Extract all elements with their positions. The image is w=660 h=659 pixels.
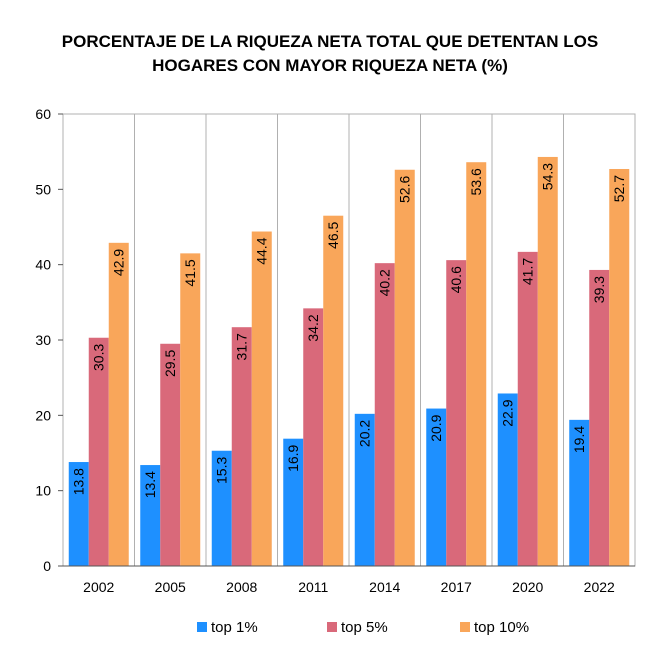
- bar-value-label: 20.9: [428, 414, 444, 441]
- bar-top-5: [374, 263, 395, 566]
- legend-swatch: [327, 622, 337, 632]
- bar-value-label: 20.2: [357, 420, 373, 447]
- bar-value-label: 39.3: [591, 276, 607, 303]
- chart-title-line-2: HOGARES CON MAYOR RIQUEZA NETA (%): [152, 56, 508, 75]
- bar-value-label: 34.2: [305, 314, 321, 341]
- y-tick-label: 60: [35, 106, 51, 122]
- bar-value-label: 52.7: [611, 175, 627, 202]
- bar-top-10: [108, 242, 129, 566]
- bar-top-5: [88, 337, 109, 566]
- bar-top-1: [497, 393, 518, 566]
- bar-value-label: 16.9: [285, 444, 301, 471]
- bar-top-1: [569, 419, 590, 566]
- bar-top-1: [68, 462, 89, 566]
- legend-swatch: [460, 622, 470, 632]
- bar-value-label: 19.4: [571, 426, 587, 453]
- x-tick-label: 2022: [584, 579, 615, 595]
- bar-value-label: 15.3: [214, 457, 230, 484]
- bar-value-label: 40.2: [377, 269, 393, 296]
- bar-value-label: 30.3: [91, 344, 107, 371]
- legend-label: top 10%: [474, 619, 529, 636]
- x-tick-label: 2014: [369, 579, 400, 595]
- bar-value-label: 53.6: [468, 168, 484, 195]
- bar-value-label: 41.7: [520, 258, 536, 285]
- legend-label: top 1%: [211, 619, 258, 636]
- x-tick-label: 2020: [512, 579, 543, 595]
- y-tick-label: 50: [35, 181, 51, 197]
- bar-top-5: [446, 260, 467, 566]
- bar-top-5: [517, 251, 538, 567]
- y-tick-label: 20: [35, 407, 51, 423]
- y-tick-label: 10: [35, 483, 51, 499]
- bar-top-1: [354, 413, 375, 566]
- bar-value-label: 29.5: [162, 350, 178, 377]
- chart-title-line-1: PORCENTAJE DE LA RIQUEZA NETA TOTAL QUE …: [61, 32, 599, 51]
- y-tick-label: 30: [35, 332, 51, 348]
- legend-label: top 5%: [341, 619, 388, 636]
- bar-value-label: 22.9: [500, 399, 516, 426]
- bar-top-5: [160, 343, 181, 566]
- bar-top-10: [394, 169, 415, 566]
- bar-top-10: [323, 215, 344, 566]
- bar-value-label: 13.8: [71, 468, 87, 495]
- x-tick-label: 2002: [83, 579, 114, 595]
- bar-top-10: [251, 231, 272, 566]
- bar-top-1: [211, 450, 232, 566]
- legend-swatch: [197, 622, 207, 632]
- bar-top-10: [537, 156, 558, 566]
- bar-value-label: 31.7: [234, 333, 250, 360]
- bar-top-5: [231, 327, 252, 566]
- bar-value-label: 52.6: [397, 176, 413, 203]
- x-tick-label: 2011: [298, 579, 328, 595]
- bar-top-1: [283, 438, 304, 566]
- bar-value-label: 54.3: [540, 163, 556, 190]
- y-tick-label: 0: [43, 558, 51, 574]
- x-tick-label: 2005: [155, 579, 186, 595]
- x-tick-label: 2008: [226, 579, 257, 595]
- bar-top-5: [303, 308, 324, 566]
- y-tick-label: 40: [35, 257, 51, 273]
- x-tick-label: 2017: [441, 579, 472, 595]
- bar-top-10: [609, 168, 630, 566]
- bar-top-10: [180, 253, 201, 566]
- bar-value-label: 13.4: [142, 471, 158, 498]
- bar-top-1: [426, 408, 447, 566]
- bar-value-label: 46.5: [325, 221, 341, 248]
- bar-top-5: [589, 269, 610, 566]
- bar-value-label: 41.5: [182, 259, 198, 286]
- bar-top-1: [140, 465, 161, 566]
- bar-value-label: 40.6: [448, 266, 464, 293]
- bar-value-label: 42.9: [111, 249, 127, 276]
- bar-top-10: [466, 162, 487, 567]
- chart-title: PORCENTAJE DE LA RIQUEZA NETA TOTAL QUE …: [0, 30, 660, 78]
- bar-value-label: 44.4: [254, 237, 270, 264]
